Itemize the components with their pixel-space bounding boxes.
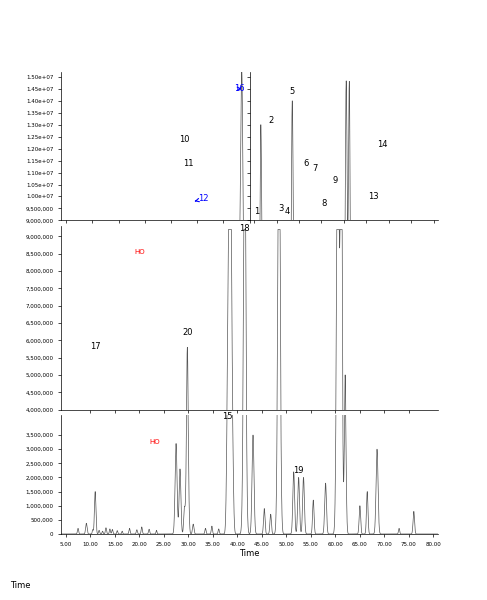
Text: HO: HO [134,249,145,255]
Text: HO: HO [149,439,160,445]
Text: 14: 14 [377,140,387,149]
Text: 10: 10 [179,135,189,144]
Text: 6: 6 [303,159,308,168]
Text: Time: Time [10,581,30,590]
Text: 10: 10 [180,352,188,358]
X-axis label: Time: Time [239,550,260,559]
Text: 12: 12 [195,194,209,203]
Text: 9: 9 [332,176,337,185]
Text: 19: 19 [293,466,304,475]
Text: 7: 7 [312,164,318,173]
Text: 20: 20 [182,328,192,337]
Text: 16: 16 [234,84,244,93]
Text: 17: 17 [90,342,100,351]
Text: 8: 8 [321,199,326,208]
Text: 13: 13 [368,192,378,201]
Text: 3: 3 [279,204,284,213]
Text: 18: 18 [240,224,250,233]
Text: 11: 11 [183,159,193,168]
Text: 5: 5 [290,87,295,96]
Text: 4: 4 [284,206,290,215]
Text: 2: 2 [268,116,274,125]
Text: 15: 15 [222,412,233,421]
Text: 21: 21 [0,599,1,600]
Text: 1: 1 [254,206,259,215]
